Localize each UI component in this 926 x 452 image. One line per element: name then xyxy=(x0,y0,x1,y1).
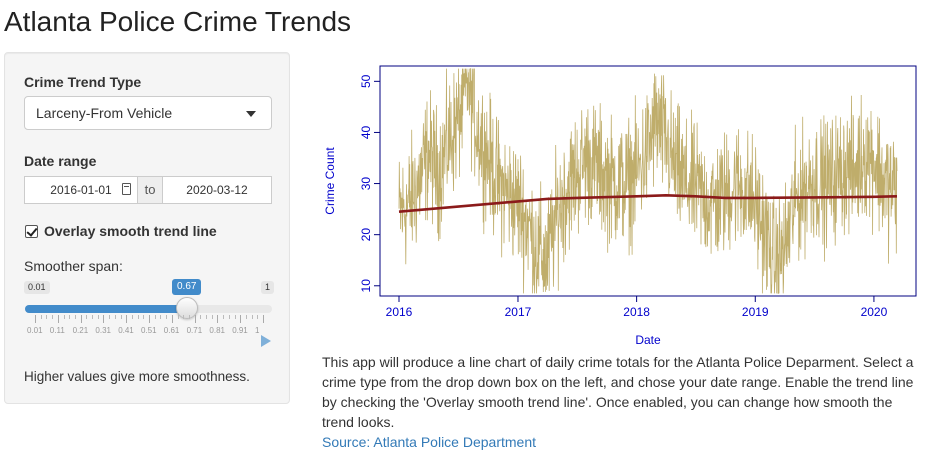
slider-grid-minor-tick xyxy=(211,315,213,319)
slider-grid-minor-tick xyxy=(143,315,145,319)
description-body: This app will produce a line chart of da… xyxy=(322,354,914,430)
slider-grid-label: 0.01 xyxy=(27,326,43,335)
end-date-input[interactable]: 2020-03-12 xyxy=(162,176,272,204)
slider-grid-minor-tick xyxy=(63,315,65,319)
description-text: This app will produce a line chart of da… xyxy=(322,352,922,452)
slider-grid-minor-tick xyxy=(245,315,247,319)
y-tick-label: 50 xyxy=(359,74,373,88)
slider-grid-tick xyxy=(149,315,150,323)
slider-grid-minor-tick xyxy=(46,315,48,319)
slider-grid-minor-tick xyxy=(257,315,259,319)
slider-grid-minor-tick xyxy=(223,315,225,319)
slider-grid-label: 0.91 xyxy=(232,326,248,335)
slider-grid-tick xyxy=(171,315,173,323)
slider-grid-minor-tick xyxy=(166,315,168,319)
y-tick-label: 40 xyxy=(359,125,373,139)
daily-crime-line xyxy=(398,68,898,294)
plot-frame xyxy=(379,65,917,297)
slider-grid-tick xyxy=(57,315,59,323)
slider-grid-minor-tick xyxy=(160,315,162,319)
slider-grid-minor-tick xyxy=(228,315,230,319)
slider-grid-minor-tick xyxy=(131,315,133,319)
slider-grid-label: 0.81 xyxy=(209,326,225,335)
x-tick-label: 2016 xyxy=(386,305,413,319)
slider-min-label: 0.01 xyxy=(24,281,50,294)
y-tick-label: 30 xyxy=(359,177,373,191)
slider-grid-label: 1 xyxy=(255,326,260,335)
source-link[interactable]: Source: Atlanta Police Department xyxy=(322,434,537,450)
slider-grid-minor-tick xyxy=(234,315,236,319)
calendar-icon xyxy=(122,183,131,195)
slider-grid-minor-tick xyxy=(40,315,42,319)
smoothness-hint: Higher values give more smoothness. xyxy=(24,369,250,384)
x-tick-label: 2020 xyxy=(861,305,888,319)
slider-grid-label: 0.71 xyxy=(186,326,203,335)
chevron-down-icon xyxy=(246,111,256,117)
slider-grid-label: 0.41 xyxy=(118,326,134,335)
slider-grid-tick xyxy=(126,315,128,323)
date-range-label: Date range xyxy=(24,153,97,169)
slider-grid-tick xyxy=(263,315,264,323)
slider-grid-minor-tick xyxy=(183,315,185,319)
smooth-trend-line xyxy=(398,193,898,213)
crime-type-label: Crime Trend Type xyxy=(24,74,142,90)
slider-grid-label: 0.21 xyxy=(72,326,89,335)
page-title: Atlanta Police Crime Trends xyxy=(4,6,352,37)
start-date-input[interactable]: 2016-01-01 xyxy=(24,176,138,204)
date-range-separator: to xyxy=(138,176,162,204)
slider-grid-label: 0.11 xyxy=(49,326,65,335)
slider-grid-minor-tick xyxy=(69,315,71,319)
crime-type-select[interactable]: Larceny-From Vehicle xyxy=(24,96,272,130)
slider-grid-label: 0.51 xyxy=(141,326,157,335)
slider-grid-minor-tick xyxy=(120,315,122,319)
x-tick-label: 2018 xyxy=(623,305,650,319)
sidebar-panel: Crime Trend Type Larceny-From Vehicle Da… xyxy=(4,52,290,404)
slider-handle[interactable] xyxy=(176,297,198,319)
crime-type-selected-value: Larceny-From Vehicle xyxy=(36,105,173,121)
y-tick-label: 10 xyxy=(359,279,373,293)
slider-grid-minor-tick xyxy=(154,315,156,319)
slider-grid-minor-tick xyxy=(97,315,99,319)
slider-grid-minor-tick xyxy=(200,315,202,319)
smoother-span-label: Smoother span: xyxy=(24,258,123,274)
y-axis-title: Crime Count xyxy=(323,147,337,215)
slider-grid-minor-tick xyxy=(109,315,111,319)
slider-grid-minor-tick xyxy=(74,315,76,319)
crime-chart: 10 20 30 40 50 2016 2017 2018 2019 2020 Date Crime … xyxy=(323,65,917,347)
slider-grid-tick xyxy=(35,315,36,323)
slider-grid-minor-tick xyxy=(137,315,139,319)
slider-grid-minor-tick xyxy=(86,315,88,319)
slider-grid-minor-tick xyxy=(206,315,207,319)
slider-grid-tick xyxy=(103,315,105,323)
slider-grid-label: 0.31 xyxy=(95,326,111,335)
slider-grid-tick xyxy=(217,315,219,323)
x-axis-title: Date xyxy=(635,333,661,347)
slider-grid-minor-tick xyxy=(177,315,179,319)
slider-grid-label: 0.61 xyxy=(163,326,180,335)
end-date-value: 2020-03-12 xyxy=(186,183,248,197)
start-date-value: 2016-01-01 xyxy=(50,183,112,197)
slider-grid-tick xyxy=(194,315,196,323)
slider-grid-minor-tick xyxy=(188,315,190,319)
slider-fill xyxy=(25,305,187,313)
slider-grid-minor-tick xyxy=(52,315,54,319)
smooth-trend-label[interactable]: Overlay smooth trend line xyxy=(44,223,217,239)
slider-max-label: 1 xyxy=(261,281,275,294)
slider-grid-minor-tick xyxy=(114,315,116,319)
slider-grid-minor-tick xyxy=(92,315,93,319)
x-tick-label: 2017 xyxy=(505,305,532,319)
slider-grid-minor-tick xyxy=(251,315,253,319)
slider-grid-tick xyxy=(240,315,242,323)
x-tick-label: 2019 xyxy=(742,305,769,319)
smooth-trend-checkbox[interactable] xyxy=(25,225,38,238)
play-icon[interactable] xyxy=(261,335,271,347)
slider-grid-tick xyxy=(80,315,82,323)
y-tick-label: 20 xyxy=(359,228,373,242)
slider-value-label: 0.67 xyxy=(172,279,202,295)
